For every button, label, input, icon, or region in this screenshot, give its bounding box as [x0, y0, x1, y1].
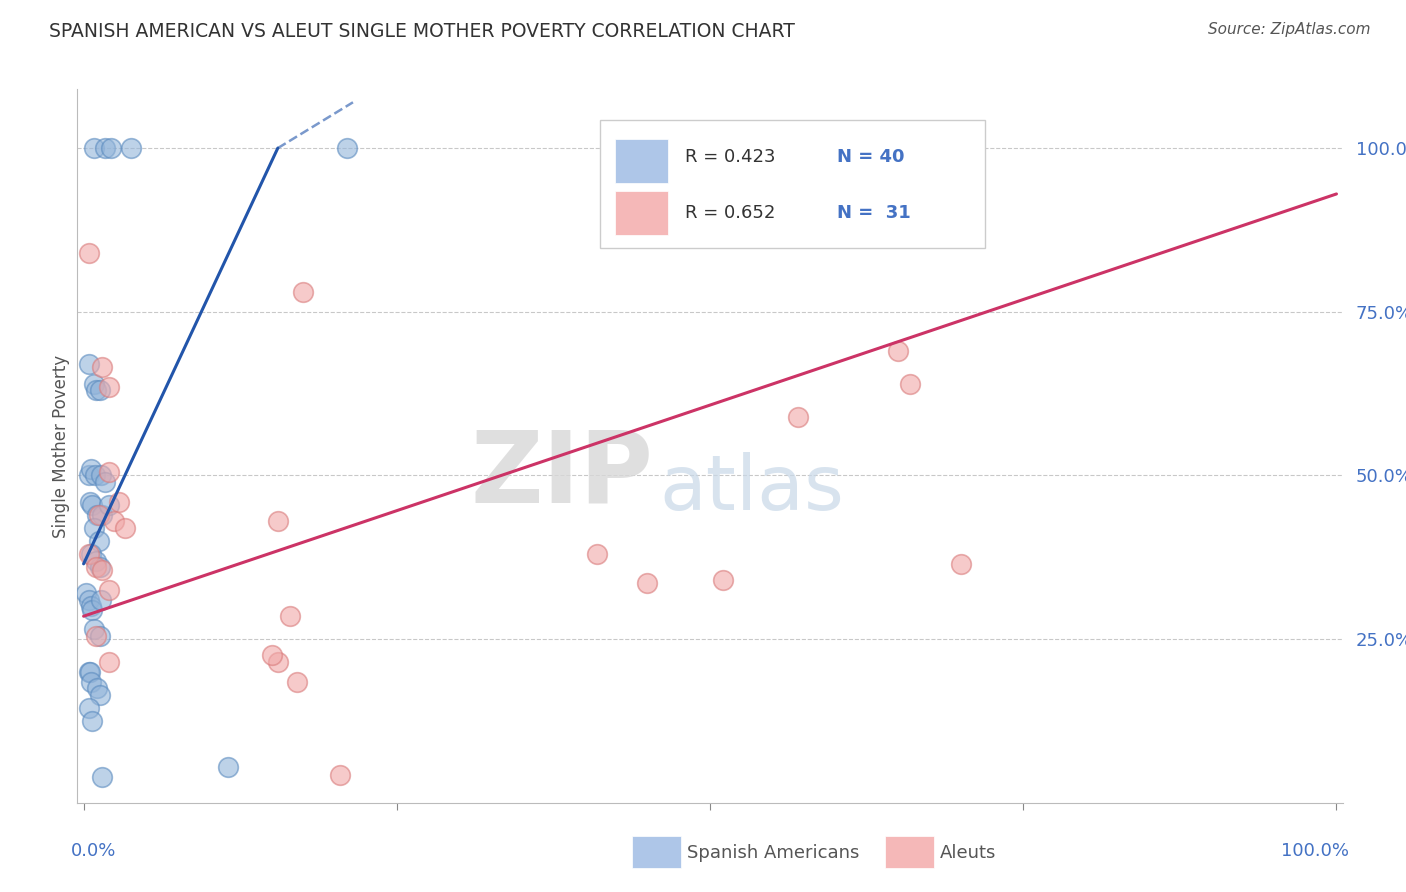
- Point: [89, 384, 111, 398]
- Point: [82, 498, 104, 512]
- Text: N = 40: N = 40: [837, 148, 904, 166]
- Point: [89, 560, 111, 574]
- Point: [77, 357, 100, 371]
- Point: [91, 770, 114, 784]
- Point: [89, 688, 111, 702]
- Point: [80, 674, 103, 689]
- Text: SPANISH AMERICAN VS ALEUT SINGLE MOTHER POVERTY CORRELATION CHART: SPANISH AMERICAN VS ALEUT SINGLE MOTHER …: [49, 22, 794, 41]
- Point: [97, 655, 120, 669]
- Point: [79, 665, 101, 679]
- Point: [80, 547, 103, 561]
- Point: [329, 768, 352, 782]
- Point: [120, 141, 142, 155]
- Point: [94, 475, 117, 489]
- Text: N =  31: N = 31: [837, 203, 910, 221]
- Point: [278, 609, 301, 624]
- Text: R = 0.423: R = 0.423: [685, 148, 775, 166]
- Point: [887, 344, 910, 359]
- Point: [260, 648, 283, 663]
- Point: [686, 200, 709, 214]
- FancyBboxPatch shape: [616, 139, 668, 184]
- Text: Source: ZipAtlas.com: Source: ZipAtlas.com: [1208, 22, 1371, 37]
- FancyBboxPatch shape: [616, 191, 668, 235]
- Point: [77, 665, 100, 679]
- Point: [711, 573, 734, 587]
- Y-axis label: Single Mother Poverty: Single Mother Poverty: [52, 354, 70, 538]
- Point: [100, 141, 122, 155]
- Point: [636, 576, 658, 591]
- Point: [84, 629, 107, 643]
- Point: [624, 141, 647, 155]
- Point: [83, 468, 105, 483]
- Point: [87, 508, 110, 522]
- Point: [77, 592, 100, 607]
- Point: [91, 563, 114, 577]
- Point: [103, 514, 125, 528]
- Text: 0.0%: 0.0%: [70, 842, 117, 860]
- Point: [97, 380, 120, 394]
- Text: Aleuts: Aleuts: [941, 844, 997, 862]
- Text: ZIP: ZIP: [470, 426, 654, 523]
- FancyBboxPatch shape: [884, 836, 934, 869]
- Point: [77, 468, 100, 483]
- Point: [80, 462, 103, 476]
- FancyBboxPatch shape: [600, 120, 984, 248]
- Point: [786, 409, 808, 424]
- Point: [267, 655, 290, 669]
- Text: atlas: atlas: [659, 452, 844, 525]
- Point: [291, 285, 314, 300]
- Point: [83, 521, 105, 535]
- Point: [82, 714, 104, 728]
- Point: [94, 141, 117, 155]
- Point: [86, 681, 108, 696]
- Point: [97, 465, 120, 479]
- Point: [83, 376, 105, 391]
- Point: [84, 560, 107, 574]
- Point: [586, 547, 609, 561]
- Point: [79, 494, 101, 508]
- Point: [949, 557, 972, 571]
- Point: [90, 468, 112, 483]
- Point: [217, 760, 239, 774]
- Point: [648, 141, 671, 155]
- Point: [90, 592, 112, 607]
- Text: R = 0.652: R = 0.652: [685, 203, 775, 221]
- Point: [84, 553, 107, 567]
- Point: [91, 360, 114, 375]
- Point: [87, 533, 110, 548]
- Point: [267, 514, 290, 528]
- Point: [84, 384, 107, 398]
- Point: [114, 521, 136, 535]
- Point: [77, 245, 100, 260]
- Point: [91, 508, 114, 522]
- Point: [900, 376, 922, 391]
- Point: [285, 674, 308, 689]
- Point: [97, 582, 120, 597]
- Point: [77, 547, 100, 561]
- Point: [89, 629, 111, 643]
- Point: [83, 141, 105, 155]
- FancyBboxPatch shape: [631, 836, 681, 869]
- Point: [82, 602, 104, 616]
- Point: [97, 498, 120, 512]
- Point: [80, 599, 103, 614]
- Point: [86, 508, 108, 522]
- Point: [83, 623, 105, 637]
- Point: [336, 141, 359, 155]
- Text: 100.0%: 100.0%: [1281, 842, 1348, 860]
- Point: [77, 701, 100, 715]
- Point: [75, 586, 97, 600]
- Point: [107, 494, 129, 508]
- Text: Spanish Americans: Spanish Americans: [688, 844, 859, 862]
